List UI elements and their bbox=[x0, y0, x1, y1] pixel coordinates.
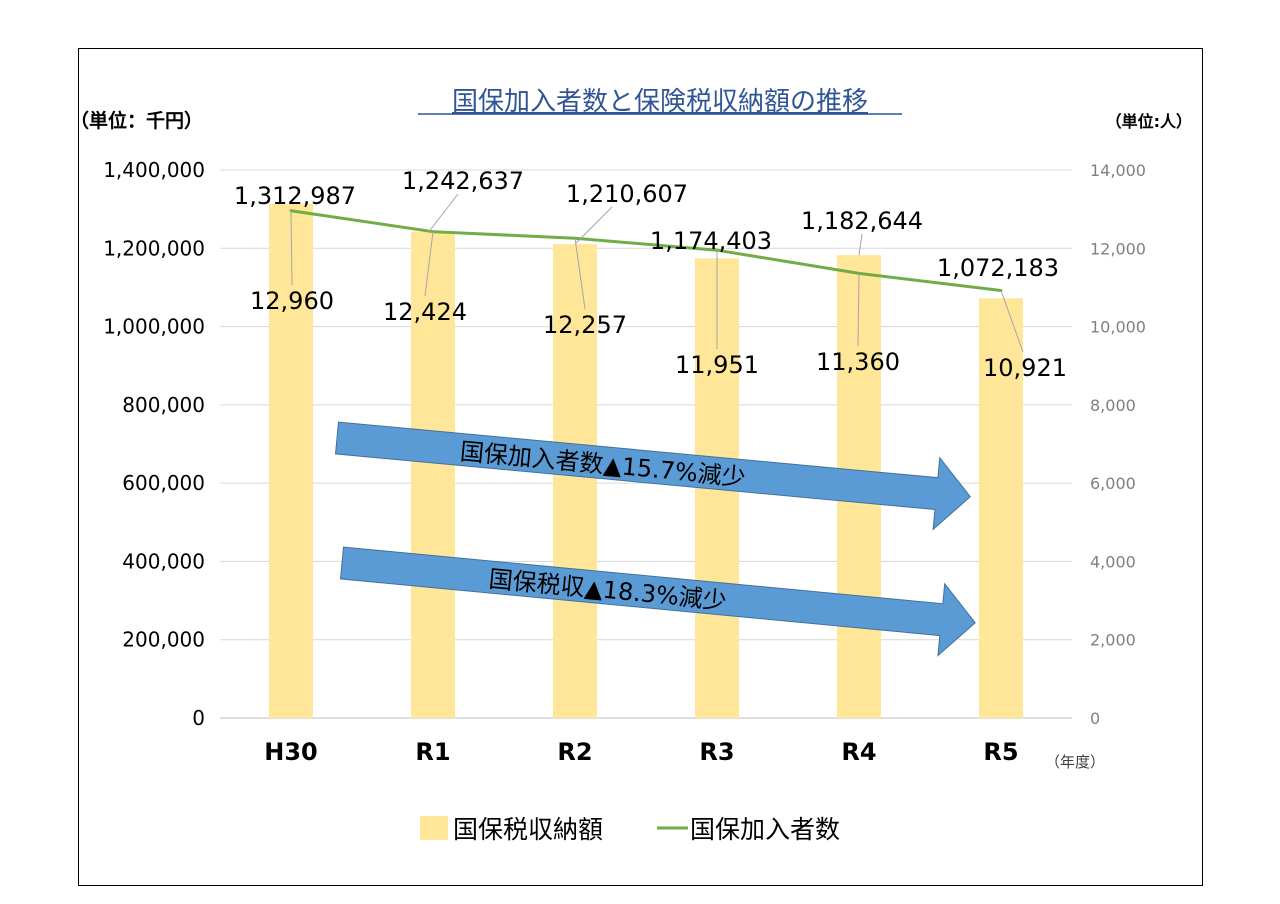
leader-line bbox=[424, 231, 434, 297]
leader-line bbox=[574, 206, 613, 245]
left-tick-label: 1,200,000 bbox=[103, 236, 205, 260]
left-tick-label: 400,000 bbox=[122, 549, 205, 573]
bar-value-label: 1,072,183 bbox=[937, 254, 1059, 282]
left-tick-label: 600,000 bbox=[122, 471, 205, 495]
bar-R5 bbox=[979, 298, 1023, 718]
bar-H30 bbox=[269, 204, 313, 718]
left-tick-label: 0 bbox=[192, 706, 205, 730]
right-tick-label: 8,000 bbox=[1090, 396, 1136, 415]
category-label: R1 bbox=[415, 738, 450, 766]
chart-title: 国保加入者数と保険税収納額の推移 bbox=[452, 87, 868, 117]
bar-R1 bbox=[411, 231, 455, 718]
bar-value-label: 1,210,607 bbox=[566, 180, 688, 208]
leader-line bbox=[1000, 290, 1024, 353]
left-tick-label: 200,000 bbox=[122, 628, 205, 652]
leader-line bbox=[857, 273, 860, 347]
members-line bbox=[290, 209, 1002, 293]
leader-line bbox=[290, 210, 293, 286]
legend-bar-label: 国保税収納額 bbox=[453, 815, 603, 844]
legend-line-label: 国保加入者数 bbox=[690, 815, 840, 844]
line-value-label: 11,360 bbox=[816, 348, 900, 376]
right-tick-label: 6,000 bbox=[1090, 474, 1136, 493]
category-label: R5 bbox=[983, 738, 1018, 766]
bar-R2 bbox=[553, 244, 597, 718]
right-tick-label: 12,000 bbox=[1090, 239, 1146, 258]
right-axis-unit: （単位:人） bbox=[1106, 112, 1192, 131]
left-tick-label: 800,000 bbox=[122, 393, 205, 417]
bar-value-label: 1,182,644 bbox=[801, 207, 923, 235]
legend: 国保税収納額 国保加入者数 bbox=[420, 815, 840, 844]
category-label: R3 bbox=[699, 738, 734, 766]
leader-line bbox=[574, 238, 586, 310]
bar-value-label: 1,312,987 bbox=[234, 182, 356, 210]
bar-value-label: 1,242,637 bbox=[402, 167, 524, 195]
right-tick-label: 4,000 bbox=[1090, 552, 1136, 571]
right-tick-label: 2,000 bbox=[1090, 631, 1136, 650]
legend-bar-swatch bbox=[420, 816, 448, 840]
left-axis-unit: （単位：千円） bbox=[70, 109, 203, 132]
line-value-label: 11,951 bbox=[675, 351, 759, 379]
line-value-label: 12,257 bbox=[543, 311, 627, 339]
line-value-label: 12,960 bbox=[250, 287, 334, 315]
left-tick-label: 1,400,000 bbox=[103, 158, 205, 182]
category-label: R2 bbox=[557, 738, 592, 766]
line-value-label: 10,921 bbox=[983, 354, 1067, 382]
right-tick-label: 14,000 bbox=[1090, 161, 1146, 180]
category-label: R4 bbox=[841, 738, 876, 766]
right-tick-label: 0 bbox=[1090, 709, 1100, 728]
leader-line bbox=[428, 193, 459, 232]
line-value-label: 12,424 bbox=[383, 298, 467, 326]
left-tick-label: 1,000,000 bbox=[103, 315, 205, 339]
category-label: H30 bbox=[264, 738, 317, 766]
arrow-shape bbox=[334, 421, 971, 531]
x-axis-unit: （年度） bbox=[1045, 753, 1105, 771]
leader-line bbox=[858, 233, 863, 256]
bar-value-label: 1,174,403 bbox=[650, 227, 772, 255]
arrow-shape bbox=[339, 546, 976, 657]
right-tick-label: 10,000 bbox=[1090, 318, 1146, 337]
